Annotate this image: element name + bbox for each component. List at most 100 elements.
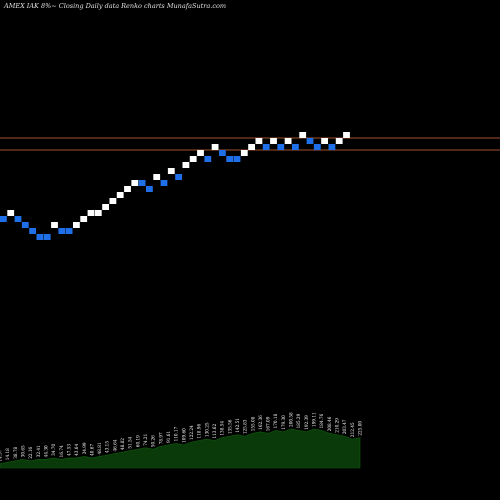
renko-brick	[197, 150, 204, 156]
volume-label: 44.30	[43, 445, 48, 457]
volume-area-path	[0, 428, 361, 469]
renko-brick	[321, 138, 328, 144]
renko-brick	[146, 186, 153, 192]
volume-label: 78.97	[158, 432, 163, 444]
renko-brick	[36, 234, 44, 240]
volume-label: 200.58	[289, 412, 294, 427]
volume-label: 32.41	[36, 445, 41, 457]
renko-brick	[14, 216, 22, 222]
volume-label: 212.45	[350, 422, 355, 437]
volume-label: 40.67	[89, 444, 94, 456]
renko-brick	[328, 144, 336, 150]
volume-label: 170.18	[273, 413, 278, 428]
volume-label: 38.78	[13, 446, 18, 458]
volume-label: 50.26	[151, 435, 156, 447]
renko-bricks	[0, 132, 350, 240]
volume-label: 91.61	[166, 431, 171, 443]
renko-brick	[7, 210, 15, 216]
chart-title: AMEX IAK 8%~ Closing Daily data Renko ch…	[3, 2, 226, 10]
renko-brick	[343, 132, 350, 138]
renko-brick	[248, 144, 255, 150]
renko-brick	[204, 156, 212, 162]
renko-brick	[233, 156, 241, 162]
renko-brick	[94, 210, 102, 216]
volume-label: 167.09	[266, 416, 271, 431]
volume-label: 109.60	[181, 428, 186, 443]
volume-label: 60.19	[135, 435, 140, 447]
renko-brick	[306, 138, 314, 144]
renko-brick	[51, 222, 58, 228]
renko-brick	[109, 198, 117, 204]
renko-brick	[102, 204, 109, 210]
volume-label: 16.74	[59, 445, 64, 457]
renko-brick	[0, 216, 7, 222]
volume-label: 179.30	[281, 415, 286, 430]
renko-brick	[284, 138, 292, 144]
renko-brick	[21, 222, 29, 228]
renko-brick	[80, 216, 88, 222]
volume-label: 130.25	[204, 422, 209, 437]
renko-brick	[131, 180, 139, 186]
volume-label: 48.81	[97, 442, 102, 454]
volume-label: 47.53	[66, 444, 71, 456]
volume-label: 210.29	[335, 418, 340, 433]
renko-brick	[153, 174, 161, 180]
volume-label: 110.17	[174, 426, 179, 441]
volume-label: 43.64	[74, 444, 79, 456]
volume-label: 225.00	[358, 421, 363, 436]
volume-label: 14.57	[0, 449, 3, 461]
volume-label: 122.24	[189, 425, 194, 440]
volume-label: 74.21	[143, 433, 148, 445]
volume-label: 51.54	[128, 436, 133, 448]
renko-brick	[219, 150, 226, 156]
renko-brick	[335, 138, 343, 144]
renko-brick	[65, 228, 73, 234]
renko-brick	[211, 144, 219, 150]
renko-brick	[182, 162, 190, 168]
volume-label: 142.51	[235, 418, 240, 433]
volume-label: 118.96	[197, 424, 202, 439]
renko-brick	[124, 186, 131, 192]
renko-brick	[270, 138, 277, 144]
renko-brick	[116, 192, 124, 198]
volume-label: 184.76	[319, 413, 324, 428]
volume-label: 34.70	[51, 444, 56, 456]
renko-brick	[240, 150, 248, 156]
renko-brick	[189, 156, 197, 162]
volume-label: 135.56	[227, 419, 232, 434]
volume-label: 22.16	[28, 446, 33, 458]
volume-label: 208.46	[327, 416, 332, 431]
volume-label: 185.29	[296, 413, 301, 428]
volume-label: 34.99	[82, 442, 87, 454]
renko-brick	[167, 168, 175, 174]
renko-brick	[160, 180, 168, 186]
renko-brick	[138, 180, 146, 186]
renko-brick	[277, 144, 285, 150]
volume-label: 162.36	[258, 415, 263, 430]
volume-labels: 14.57 14.18 38.78 30.65 22.16 32.41 44.30 34.70…	[0, 412, 363, 462]
volume-area	[0, 428, 361, 469]
renko-brick	[226, 156, 234, 162]
volume-label: 155.08	[250, 416, 255, 431]
volume-label: 125.83	[243, 419, 248, 434]
renko-brick	[299, 132, 307, 138]
volume-label: 48.82	[120, 438, 125, 450]
volume-label: 43.15	[105, 441, 110, 453]
volume-label: 30.65	[20, 445, 25, 457]
volume-label: 203.47	[342, 419, 347, 434]
renko-brick	[262, 144, 270, 150]
renko-brick	[43, 234, 51, 240]
renko-brick	[313, 144, 321, 150]
renko-brick	[87, 210, 95, 216]
volume-label: 138.54	[220, 421, 225, 436]
renko-brick	[255, 138, 263, 144]
volume-label: 46.64	[112, 439, 117, 451]
renko-brick	[29, 228, 36, 234]
renko-brick	[58, 228, 66, 234]
renko-brick	[73, 222, 80, 228]
renko-brick	[292, 144, 299, 150]
volume-label: 14.18	[5, 448, 10, 460]
volume-label: 192.39	[304, 415, 309, 430]
volume-label: 199.11	[312, 412, 317, 427]
